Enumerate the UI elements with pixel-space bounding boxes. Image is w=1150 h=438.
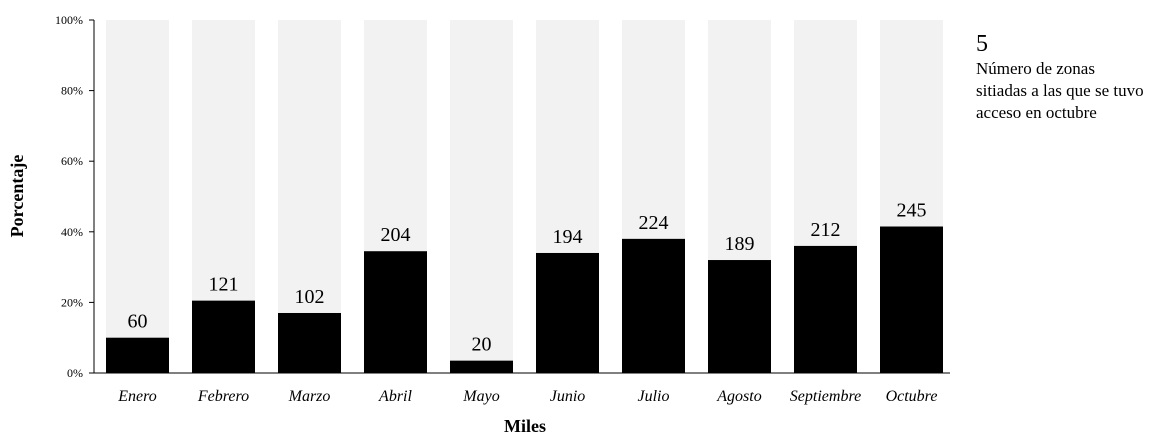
y-tick-label: 80% bbox=[61, 84, 83, 98]
bar-agosto bbox=[708, 260, 771, 373]
bar-chart: 60 121 102 204 20 194 224 189 212 245 0% 20% 40% 60%… bbox=[7, 13, 950, 436]
x-tick-label-mayo: Mayo bbox=[462, 388, 499, 405]
callout-number: 5 bbox=[976, 31, 988, 57]
value-label-junio: 194 bbox=[553, 226, 583, 248]
x-tick-label-abril: Abril bbox=[378, 388, 412, 405]
bar-mayo bbox=[450, 360, 513, 373]
x-tick-label-junio: Junio bbox=[550, 388, 586, 405]
value-label-mayo: 20 bbox=[472, 334, 492, 356]
value-label-julio: 224 bbox=[639, 212, 669, 234]
x-tick-label-enero: Enero bbox=[117, 388, 157, 405]
bar-octubre bbox=[880, 226, 943, 373]
remainder-bar-enero bbox=[106, 20, 169, 373]
bar-julio bbox=[622, 238, 685, 373]
y-axis-label: Porcentaje bbox=[7, 155, 27, 238]
bar-marzo bbox=[278, 312, 341, 373]
value-label-octubre: 245 bbox=[897, 200, 927, 222]
value-label-septiembre: 212 bbox=[811, 219, 841, 241]
value-label-abril: 204 bbox=[381, 224, 411, 246]
value-labels: 60 121 102 204 20 194 224 189 212 245 bbox=[128, 200, 927, 356]
bar-septiembre bbox=[794, 245, 857, 373]
x-tick-label-julio: Julio bbox=[638, 388, 670, 405]
x-tick-label-marzo: Marzo bbox=[288, 388, 331, 405]
bar-enero bbox=[106, 337, 169, 373]
value-label-marzo: 102 bbox=[295, 286, 325, 308]
x-tick-label-febrero: Febrero bbox=[197, 388, 249, 405]
x-axis-label: Miles bbox=[504, 416, 546, 436]
y-tick-label: 100% bbox=[55, 13, 83, 27]
y-axis-ticks: 0% 20% 40% 60% 80% 100% bbox=[55, 13, 94, 380]
y-tick-label: 40% bbox=[61, 225, 83, 239]
x-tick-label-septiembre: Septiembre bbox=[790, 388, 861, 405]
bar-febrero bbox=[192, 300, 255, 373]
y-tick-label: 20% bbox=[61, 295, 83, 309]
y-tick-label: 0% bbox=[67, 366, 83, 380]
bar-junio bbox=[536, 252, 599, 373]
y-tick-label: 60% bbox=[61, 154, 83, 168]
callout-text: Número de zonas sitiadas a las que se tu… bbox=[976, 59, 1144, 122]
x-axis-ticks: Enero Febrero Marzo Abril Mayo Junio Julio Agos… bbox=[117, 388, 937, 405]
x-tick-label-agosto: Agosto bbox=[716, 388, 761, 405]
callout: 5 Número de zonas sitiadas a las que se … bbox=[976, 30, 1150, 124]
value-label-febrero: 121 bbox=[209, 274, 239, 296]
value-label-enero: 60 bbox=[128, 311, 148, 333]
bar-abril bbox=[364, 251, 427, 373]
value-bars bbox=[106, 226, 943, 373]
value-label-agosto: 189 bbox=[725, 233, 755, 255]
remainder-bar-mayo bbox=[450, 20, 513, 373]
x-tick-label-octubre: Octubre bbox=[886, 388, 938, 405]
